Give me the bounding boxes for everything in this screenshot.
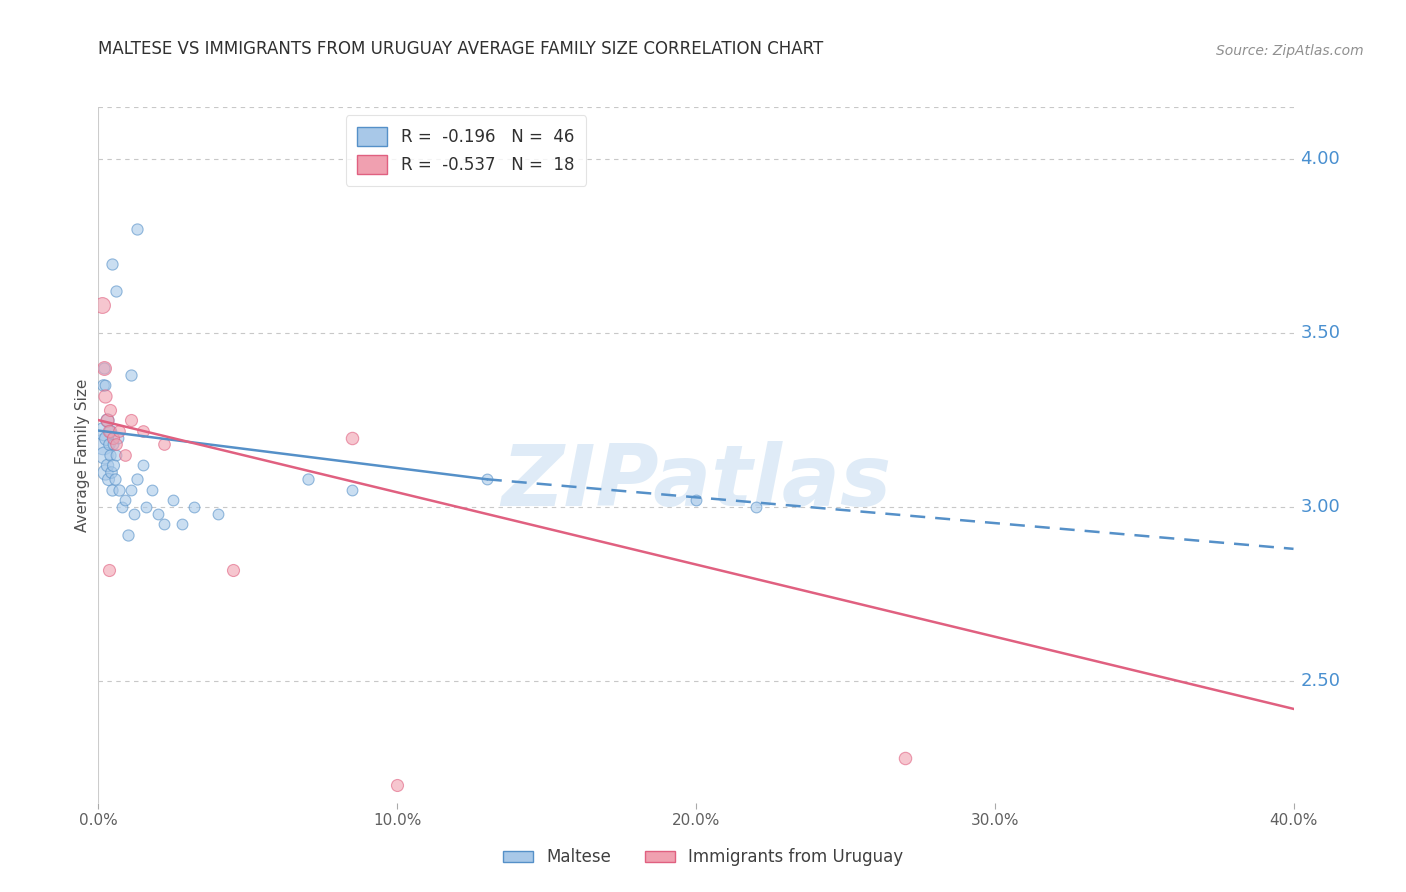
Point	[94, 465, 117, 479]
Point	[148, 507, 170, 521]
Point	[91, 437, 114, 451]
Point	[745, 500, 768, 514]
Point	[297, 472, 319, 486]
Point	[153, 437, 176, 451]
Legend: R =  -0.196   N =  46, R =  -0.537   N =  18: R = -0.196 N = 46, R = -0.537 N = 18	[346, 115, 586, 186]
Point	[124, 507, 146, 521]
Point	[93, 361, 115, 376]
Point	[111, 500, 134, 514]
Point	[98, 424, 122, 438]
Point	[93, 424, 115, 438]
Point	[894, 750, 917, 764]
Point	[475, 472, 498, 486]
Point	[135, 500, 157, 514]
Point	[342, 483, 364, 497]
Point	[222, 563, 245, 577]
Point	[100, 465, 122, 479]
Text: Source: ZipAtlas.com: Source: ZipAtlas.com	[1216, 44, 1364, 58]
Point	[127, 222, 149, 236]
Point	[685, 493, 707, 508]
Point	[342, 430, 364, 444]
Point	[97, 437, 120, 451]
Point	[108, 483, 131, 497]
Point	[172, 517, 194, 532]
Point	[207, 507, 229, 521]
Point	[94, 430, 117, 444]
Point	[120, 483, 142, 497]
Point	[104, 472, 127, 486]
Point	[101, 483, 124, 497]
Legend: Maltese, Immigrants from Uruguay: Maltese, Immigrants from Uruguay	[495, 840, 911, 875]
Point	[105, 285, 128, 299]
Point	[105, 437, 128, 451]
Point	[117, 528, 139, 542]
Text: 3.50: 3.50	[1301, 324, 1340, 343]
Point	[98, 402, 122, 417]
Point	[103, 430, 125, 444]
Y-axis label: Average Family Size: Average Family Size	[75, 378, 90, 532]
Point	[96, 413, 118, 427]
Point	[141, 483, 163, 497]
Point	[107, 430, 129, 444]
Point	[101, 437, 124, 451]
Point	[93, 448, 115, 462]
Point	[98, 448, 121, 462]
Point	[94, 378, 117, 392]
Point	[120, 368, 142, 382]
Point	[103, 458, 125, 473]
Point	[153, 517, 176, 532]
Point	[97, 472, 120, 486]
Point	[91, 378, 114, 392]
Text: 3.00: 3.00	[1301, 498, 1340, 516]
Point	[120, 413, 142, 427]
Point	[105, 448, 128, 462]
Point	[385, 778, 409, 792]
Point	[96, 413, 118, 427]
Point	[101, 257, 124, 271]
Text: 2.50: 2.50	[1301, 672, 1340, 690]
Point	[97, 563, 120, 577]
Point	[132, 458, 155, 473]
Text: ZIPatlas: ZIPatlas	[501, 442, 891, 524]
Point	[114, 448, 136, 462]
Text: 4.00: 4.00	[1301, 150, 1340, 169]
Point	[108, 424, 131, 438]
Point	[96, 458, 118, 473]
Point	[97, 424, 120, 438]
Point	[132, 424, 155, 438]
Point	[94, 389, 117, 403]
Point	[91, 298, 114, 312]
Point	[127, 472, 149, 486]
Point	[162, 493, 184, 508]
Point	[93, 361, 115, 376]
Text: MALTESE VS IMMIGRANTS FROM URUGUAY AVERAGE FAMILY SIZE CORRELATION CHART: MALTESE VS IMMIGRANTS FROM URUGUAY AVERA…	[98, 40, 824, 58]
Point	[114, 493, 136, 508]
Point	[183, 500, 205, 514]
